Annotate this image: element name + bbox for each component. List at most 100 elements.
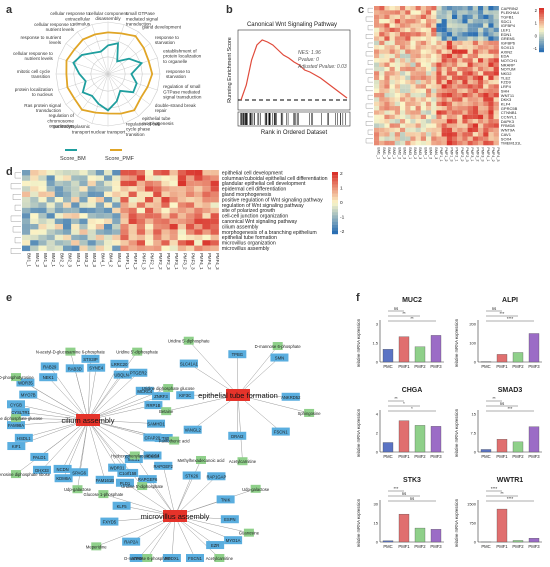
heatmap-cell <box>478 106 484 111</box>
network-gene-label: RAP2A <box>124 540 138 545</box>
heatmap-cell <box>410 27 416 33</box>
heatmap-cell <box>457 32 463 37</box>
heatmap-d-scale-step <box>332 215 338 219</box>
network-gene-label: IFT80 <box>158 436 170 441</box>
heatmap-d-term-label: glandular epithelial cell development <box>222 181 306 187</box>
network-gene-node <box>100 517 119 526</box>
heatmap-d-cell <box>177 191 187 198</box>
heatmap-cell <box>420 114 427 120</box>
bar-ylabel: relative mRNA expression <box>454 318 459 367</box>
heatmap-cell <box>436 19 442 24</box>
heatmap-d-sample-label: BM3_1 <box>76 253 81 267</box>
heatmap-cell <box>436 45 442 50</box>
heatmap-cell <box>426 32 432 37</box>
bar-chart-title: STK3 <box>403 477 421 484</box>
network-gene-label: KDM6A <box>56 476 71 481</box>
heatmap-cell <box>478 93 484 98</box>
heatmap-cell <box>441 14 447 20</box>
heatmap-cell <box>379 49 385 54</box>
bar-chart-title: ALPI <box>502 297 518 304</box>
heatmap-cell <box>405 62 411 67</box>
heatmap-cell <box>400 32 406 37</box>
heatmap-cell <box>384 49 390 54</box>
heatmap-d-cell <box>194 245 203 252</box>
heatmap-d-cell <box>136 234 146 241</box>
heatmap-cell <box>462 140 468 146</box>
heatmap-d-cell <box>95 207 105 214</box>
heatmap-cell <box>426 140 432 146</box>
heatmap-d-cell <box>128 213 137 219</box>
heatmap-cell <box>452 32 458 37</box>
heatmap-cell <box>457 58 463 63</box>
heatmap-cell <box>472 27 479 33</box>
heatmap-cell <box>462 84 468 89</box>
heatmap-cell <box>467 53 473 59</box>
heatmap-cell <box>405 140 411 146</box>
heatmap-gene-label: CCNYL1 <box>501 115 518 120</box>
heatmap-cell <box>478 140 484 146</box>
heatmap-cell <box>472 14 479 20</box>
heatmap-d-cell <box>38 207 47 214</box>
heatmap-gene-label: NOTCH1 <box>501 58 518 63</box>
heatmap-sample-label: BM1_1 <box>377 147 381 159</box>
heatmap-cell <box>436 132 442 137</box>
heatmap-cell <box>384 19 390 24</box>
heatmap-cell <box>488 93 494 98</box>
heatmap-cell <box>415 23 421 28</box>
heatmap-cell <box>405 32 411 37</box>
heatmap-d-cell <box>30 234 39 241</box>
heatmap-d-cell <box>46 180 55 187</box>
heatmap-cell <box>446 6 453 11</box>
heatmap-cell <box>420 58 427 63</box>
heatmap-d-cell <box>169 170 178 176</box>
heatmap-cell <box>483 93 489 98</box>
network-gene-node <box>271 427 290 436</box>
heatmap-d-cell <box>38 197 47 203</box>
heatmap-cell <box>457 106 463 111</box>
heatmap-d-cell <box>120 207 129 214</box>
heatmap-d-cell <box>169 207 178 214</box>
heatmap-cell <box>446 140 453 146</box>
heatmap-cell <box>472 32 479 37</box>
heatmap-cell <box>472 19 479 24</box>
heatmap-cell <box>488 23 494 28</box>
heatmap-cell <box>441 10 447 15</box>
bar-category-label: PMF2 <box>414 454 426 459</box>
network-metabolite-label: O-phosphotyrosine <box>0 375 34 380</box>
heatmap-cell <box>441 84 447 89</box>
heatmap-gene-label: LRP4 <box>501 84 512 89</box>
heatmap-cell <box>441 36 447 41</box>
heatmap-d-cell <box>186 224 195 230</box>
heatmap-d-cell <box>38 245 47 252</box>
heatmap-cell <box>488 140 494 146</box>
radar-spoke <box>91 73 109 124</box>
heatmap-cell <box>400 97 406 102</box>
heatmap-cell <box>462 97 468 102</box>
network-gene-label: SAMHD1 <box>147 422 165 427</box>
heatmap-d-term-label: epithelial cell development <box>222 170 283 176</box>
network-metabolite-label: Uridine 5'-diphosphate <box>116 350 158 355</box>
heatmap-d-cell <box>186 207 195 214</box>
heatmap-d-cell <box>186 180 195 187</box>
heatmap-cell <box>446 93 453 98</box>
heatmap-d-cell <box>120 224 129 230</box>
network-gene-node <box>14 433 33 442</box>
heatmap-d-cell <box>112 186 121 192</box>
heatmap-cell <box>431 58 437 63</box>
heatmap-cell <box>436 97 442 102</box>
heatmap-d-sample-label: BM2_3 <box>68 253 73 267</box>
heatmap-d-cell <box>145 186 154 192</box>
heatmap-cell <box>462 132 468 137</box>
heatmap-cell <box>457 27 463 33</box>
network-gene-label: ZNRF3 <box>154 394 168 399</box>
heatmap-cell <box>431 66 437 72</box>
heatmap-d-cell <box>22 175 31 181</box>
heatmap-cell <box>420 132 427 137</box>
network-gene-node <box>54 474 73 483</box>
heatmap-cell <box>405 14 411 20</box>
heatmap-d-cell <box>87 234 96 241</box>
heatmap-d-cell <box>202 170 211 176</box>
heatmap-cell <box>384 75 390 81</box>
heatmap-cell <box>467 10 473 15</box>
heatmap-cell <box>467 66 473 72</box>
